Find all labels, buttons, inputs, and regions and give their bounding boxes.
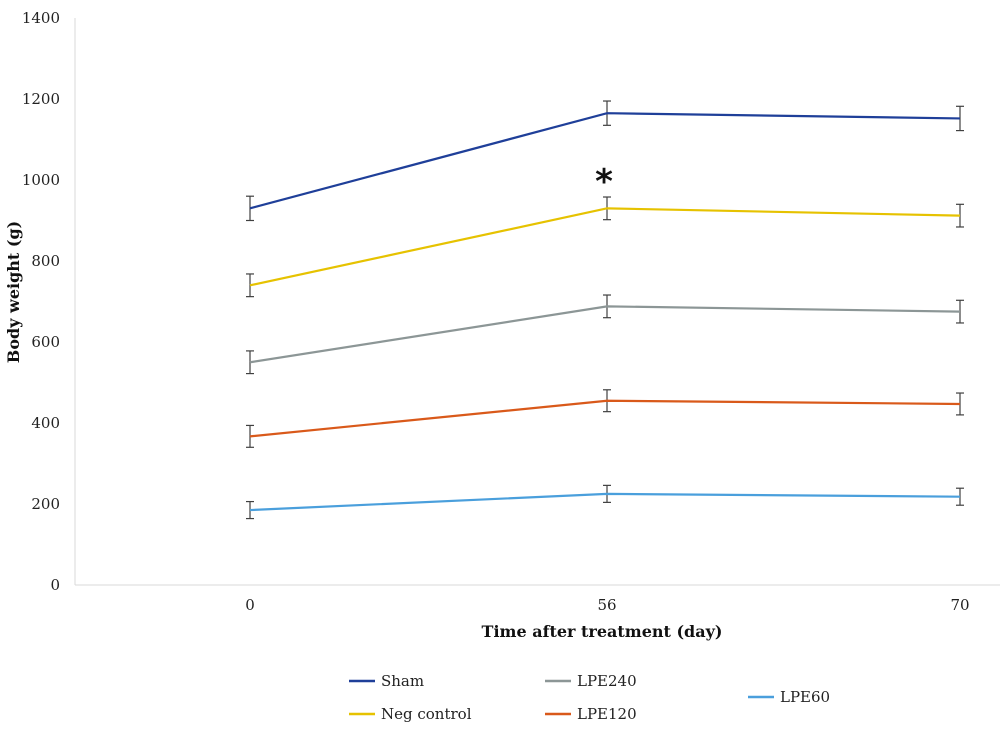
y-axis-title: Body weight (g) [4,221,23,363]
series-line [249,112,961,210]
series-line [249,305,961,364]
y-tick-label: 1400 [22,9,60,27]
x-axis: 0 56 70 [75,584,1000,614]
series-line [249,207,961,287]
legend-item: LPE120 [545,705,637,723]
legend-label: LPE60 [780,688,830,706]
legend-label: LPE120 [577,705,637,723]
y-tick-label: 400 [31,414,60,432]
legend-item: Sham [349,672,424,690]
y-tick-label: 1200 [22,90,60,108]
legend-label: Sham [381,672,424,690]
y-tick-label: 600 [31,333,60,351]
series-lpe240 [246,294,964,375]
legend: Sham Neg control LPE240 LPE120 LPE60 [349,672,830,723]
series-lpe120 [246,389,964,448]
legend-item: LPE60 [748,688,830,706]
series-line [249,399,961,438]
series-layer [246,100,964,520]
annotation-layer: * [595,162,613,202]
series-line [249,492,961,512]
x-axis-title: Time after treatment (day) [482,622,723,641]
series-neg-control [246,196,964,298]
x-tick-label: 70 [950,596,969,614]
y-tick-label: 800 [31,252,60,270]
series-lpe60 [246,484,964,520]
x-tick-label: 56 [597,596,616,614]
y-axis: 0 200 400 600 800 1000 1200 1400 [22,9,76,594]
significance-annotation: * [595,162,613,202]
y-tick-label: 0 [50,576,60,594]
y-tick-label: 200 [31,495,60,513]
y-tick-label: 1000 [22,171,60,189]
legend-item: Neg control [349,705,472,723]
legend-label: LPE240 [577,672,637,690]
x-tick-label: 0 [245,596,255,614]
legend-item: LPE240 [545,672,637,690]
series-sham [246,100,964,222]
legend-label: Neg control [381,705,472,723]
